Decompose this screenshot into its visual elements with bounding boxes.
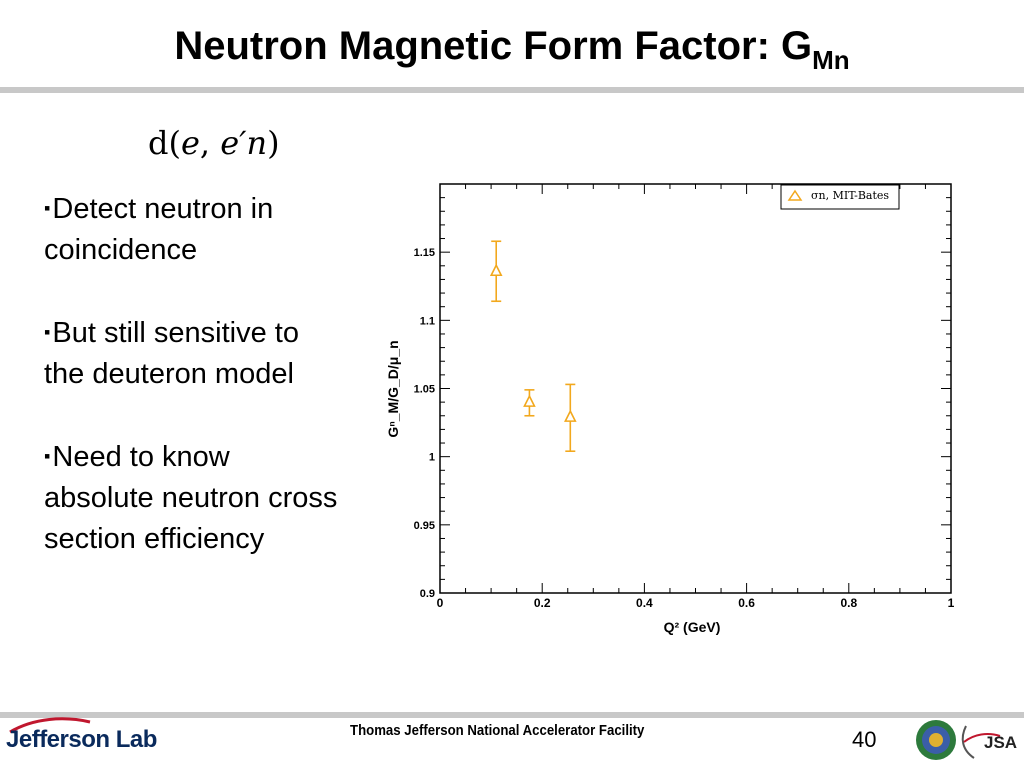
- data-point-triangle: [523, 394, 536, 407]
- footer-organization: Thomas Jefferson National Accelerator Fa…: [350, 722, 645, 739]
- jefferson-lab-swoosh-icon: [9, 717, 91, 734]
- formula-d: d(: [148, 124, 181, 162]
- x-tick-label: 1: [948, 596, 955, 610]
- legend-marker-triangle: [787, 189, 803, 201]
- gmn-chart: 0 0.2 0.4 0.6 0.8 1 0.9 0.95 1 1.05 1.1 1.15 σn, MI…: [385, 183, 955, 635]
- title-subscript: Mn: [812, 45, 850, 75]
- doe-seal-icon: [916, 720, 956, 760]
- y-tick-label: 1: [429, 452, 435, 464]
- x-tick-label: 0.6: [738, 596, 755, 610]
- slide-title: Neutron Magnetic Form Factor: GMn: [0, 22, 1024, 84]
- bullet-marker: ▪: [44, 198, 51, 218]
- bullet-item: ▪Need to know absolute neutron cross sec…: [44, 436, 344, 560]
- bullet-text: But still sensitive to the deuteron mode…: [44, 317, 299, 390]
- legend: σn, MIT-Bates: [780, 184, 900, 210]
- data-point-triangle: [489, 263, 503, 277]
- x-axis-label: Q² (GeV): [664, 619, 721, 635]
- page-number: 40: [852, 727, 877, 752]
- footer-logos: JSA: [916, 720, 1017, 760]
- tick-labels: 0 0.2 0.4 0.6 0.8 1 0.9 0.95 1 1.05 1.1 1.15: [414, 247, 955, 610]
- y-tick-label: 0.9: [420, 588, 435, 600]
- bullet-marker: ▪: [44, 322, 51, 342]
- y-axis-label: Gⁿ_M/G_D/μ_n: [385, 340, 401, 437]
- header-divider: [0, 87, 1024, 93]
- jefferson-lab-logo: Jefferson Lab: [6, 726, 157, 753]
- x-tick-label: 0.4: [636, 596, 653, 610]
- x-tick-label: 0.8: [840, 596, 857, 610]
- x-tick-label: 0: [437, 596, 444, 610]
- y-tick-label: 1.05: [414, 384, 435, 396]
- plot-frame: [439, 183, 952, 594]
- jsa-logo-text: JSA: [984, 733, 1017, 752]
- axis-ticks: [439, 183, 952, 594]
- x-tick-label: 0.2: [534, 596, 551, 610]
- reaction-formula: d(e, e′n): [148, 124, 280, 162]
- formula-comma: ,: [199, 124, 221, 162]
- legend-label: σn, MIT-Bates: [811, 189, 889, 202]
- footer-divider: [0, 712, 1024, 718]
- formula-e: e: [180, 124, 200, 162]
- bullet-item: ▪Detect neutron in coincidence: [44, 188, 344, 271]
- bullet-item: ▪But still sensitive to the deuteron mod…: [44, 312, 344, 395]
- y-tick-label: 0.95: [414, 520, 435, 532]
- bullet-text: Need to know absolute neutron cross sect…: [44, 441, 338, 555]
- bullet-list: ▪Detect neutron in coincidence ▪But stil…: [44, 188, 344, 601]
- title-main-text: Neutron Magnetic Form Factor: G: [174, 24, 813, 68]
- bullet-text: Detect neutron in coincidence: [44, 193, 274, 266]
- data-point-triangle: [564, 409, 577, 422]
- bullet-marker: ▪: [44, 446, 51, 466]
- formula-eprime-n: e′n: [220, 124, 268, 162]
- y-tick-label: 1.1: [420, 315, 435, 327]
- y-tick-label: 1.15: [414, 247, 435, 259]
- formula-close: ): [267, 124, 280, 162]
- jsa-logo-icon: JSA: [961, 725, 1017, 759]
- series-layer: [489, 240, 577, 453]
- legend-box: [780, 184, 900, 210]
